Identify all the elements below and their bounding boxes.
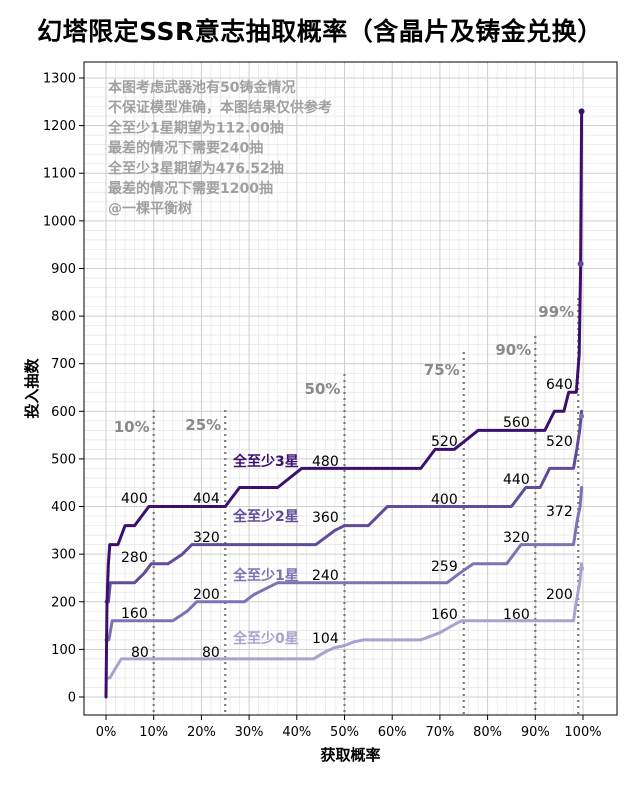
annotation-note: 不保证模型准确，本图结果仅供参考 [108,99,332,116]
x-tick-label: 70% [425,725,454,740]
data-label: 80 [202,645,220,661]
data-label: 400 [121,491,148,507]
data-label: 160 [121,606,148,622]
y-tick-label: 600 [51,405,76,420]
data-label: 104 [312,631,339,647]
data-label: 200 [546,587,573,603]
data-label: 372 [546,504,573,520]
y-tick-label: 1000 [43,214,76,229]
data-label: 320 [193,530,220,546]
series-name-label: 全至少2星 [232,508,299,525]
data-label: 280 [121,550,148,566]
y-tick-label: 200 [51,595,76,610]
series-end-point [578,108,585,115]
x-axis-label: 获取概率 [320,746,380,764]
data-label: 160 [431,607,458,623]
data-label: 404 [193,491,220,507]
series-point [577,260,584,267]
x-tick-label: 60% [378,725,407,740]
y-tick-label: 700 [51,357,76,372]
data-label: 640 [546,377,573,393]
x-tick-label: 0% [96,725,117,740]
x-tick-label: 100% [564,725,601,740]
percentile-label: 50% [305,380,341,398]
y-tick-label: 100 [51,643,76,658]
x-tick-label: 30% [235,725,264,740]
y-tick-label: 1200 [43,119,76,134]
data-label: 320 [503,530,530,546]
series-point [579,413,585,419]
percentile-label: 75% [424,361,460,379]
y-tick-label: 1100 [43,167,76,182]
plot-frame [83,61,618,716]
annotation-note: 最差的情况下需要1200抽 [108,180,273,197]
x-tick-label: 90% [521,725,550,740]
series-line-2 [104,409,584,604]
series-line-1 [104,486,584,642]
x-tick-label: 80% [473,725,502,740]
series-point [579,565,585,571]
x-tick-label: 50% [330,725,359,740]
y-axis-label: 投入抽数 [23,358,41,419]
annotation-note: 全至少3星期望为476.52抽 [107,160,284,177]
data-label: 520 [546,434,573,450]
series-line-3 [104,109,584,699]
data-label: 259 [431,559,458,575]
y-tick-label: 1300 [43,72,76,87]
annotation-note: @一棵平衡树 [108,200,192,217]
data-label: 480 [312,454,339,470]
percentile-label: 90% [495,341,531,359]
percentile-label: 10% [114,418,150,436]
data-label: 440 [503,472,530,488]
data-label: 520 [431,434,458,450]
x-tick-label: 10% [139,725,168,740]
series-name-label: 全至少1星 [232,567,299,584]
series-line-0 [104,562,584,680]
data-label: 360 [312,510,339,526]
annotation-note: 最差的情况下需要240抽 [108,140,263,157]
y-tick-label: 900 [51,262,76,277]
annotation-note: 本图考虑武器池有50铸金情况 [108,79,295,96]
x-tick-label: 20% [187,725,216,740]
y-tick-label: 300 [51,548,76,563]
y-tick-label: 500 [51,452,76,467]
data-label: 560 [503,415,530,431]
series-name-label: 全至少3星 [232,453,299,470]
data-label: 200 [193,587,220,603]
data-label: 80 [131,645,149,661]
y-tick-label: 400 [51,500,76,515]
data-label: 160 [503,607,530,623]
data-label: 400 [431,492,458,508]
data-label: 240 [312,568,339,584]
chart-title: 幻塔限定SSR意志抽取概率（含晶片及铸金兑换） [37,17,603,46]
percentile-label: 99% [538,303,574,321]
annotation-note: 全至少1星期望为112.00抽 [107,119,284,136]
series-name-label: 全至少0星 [232,630,299,647]
y-tick-label: 800 [51,310,76,325]
percentile-label: 25% [185,416,221,434]
x-tick-label: 40% [282,725,311,740]
y-tick-label: 0 [68,691,76,706]
